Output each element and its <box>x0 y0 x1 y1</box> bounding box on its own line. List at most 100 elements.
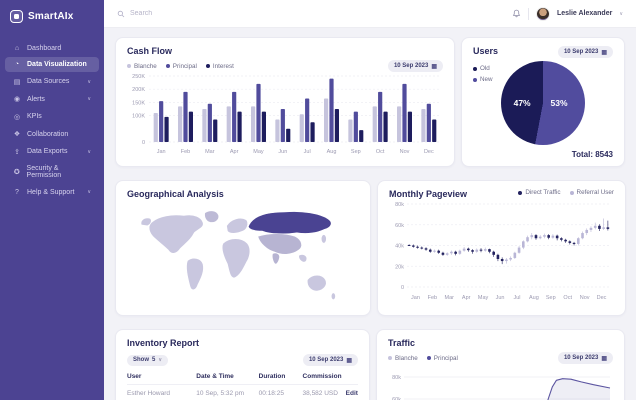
candle-body <box>416 246 419 248</box>
axis-tick: Sep <box>546 295 556 301</box>
cell-datetime: 10 Sep, 5:32 pm <box>196 390 244 397</box>
chevron-down-icon: ∨ <box>87 148 91 155</box>
bar-interest-may <box>261 111 266 142</box>
axis-tick: Sep <box>351 149 361 155</box>
axis-tick: Apr <box>462 295 471 301</box>
map-africa <box>221 238 251 279</box>
legend-dot <box>165 64 170 68</box>
search-box[interactable] <box>117 10 512 18</box>
map-south-america <box>186 257 204 291</box>
inventory-date-picker[interactable]: 10 Sep 2023 ▦ <box>302 354 358 366</box>
map-europe <box>226 217 249 234</box>
sidebar-item-label: Dashboard <box>27 44 62 52</box>
cash-flow-date: 10 Sep 2023 <box>393 63 429 69</box>
topbar: Leslie Alexander ∨ <box>104 0 636 28</box>
candle-body <box>581 233 584 239</box>
candle-body <box>572 242 576 244</box>
sidebar-item-security-permission[interactable]: ✪ Security & Permission <box>5 161 99 183</box>
show-chevron-icon: ∨ <box>158 357 163 363</box>
kpis-icon: ◎ <box>13 113 21 121</box>
candle-body <box>407 244 411 246</box>
show-value: 5 <box>152 357 156 363</box>
axis-tick: 0 <box>401 285 404 291</box>
axis-tick: Jan <box>411 295 420 301</box>
bar-interest-apr <box>237 111 242 142</box>
candle-body <box>433 250 436 252</box>
sidebar-item-label: KPIs <box>27 113 42 120</box>
candle-body <box>441 252 445 255</box>
axis-tick: Feb <box>428 295 437 301</box>
map-japan <box>320 234 327 244</box>
app-logo: SmartAIx <box>0 10 104 23</box>
candle-body <box>462 248 466 251</box>
sidebar-item-data-sources[interactable]: ▤ Data Sources ∨ <box>5 74 99 90</box>
show-rows-select[interactable]: Show 5 ∨ <box>127 354 169 366</box>
inventory-title: Inventory Report <box>127 338 200 348</box>
sidebar-item-data-visualization[interactable]: ◔ Data Visualization <box>5 57 99 72</box>
users-date-picker[interactable]: 10 Sep 2023 ▦ <box>557 46 613 58</box>
edit-link[interactable]: Edit <box>345 390 358 397</box>
legend-item-blanche: Blanche <box>388 355 418 362</box>
sidebar-item-data-exports[interactable]: ⇪ Data Exports ∨ <box>5 144 99 160</box>
map-india <box>271 252 280 265</box>
legend-dot <box>205 64 210 68</box>
map-central-asia <box>257 233 302 255</box>
legend-label: Principal <box>172 62 197 70</box>
candle-body <box>551 235 555 238</box>
cash-flow-legend: Blanche Principal Interest <box>127 63 234 70</box>
axis-tick: Dec <box>424 149 434 155</box>
bar-interest-jan <box>164 116 169 142</box>
sidebar-item-collaboration[interactable]: ❖ Collaboration <box>5 126 99 142</box>
cash-flow-date-picker[interactable]: 10 Sep 2023 ▦ <box>387 60 443 72</box>
data-sources-icon: ▤ <box>13 78 21 86</box>
bar-principal-may <box>256 83 261 142</box>
bar-principal-aug <box>329 78 334 142</box>
sidebar-item-dashboard[interactable]: ⌂ Dashboard <box>5 41 99 56</box>
candle-body <box>445 253 449 255</box>
candle-body <box>534 235 538 239</box>
user-name[interactable]: Leslie Alexander <box>556 10 613 17</box>
sidebar-item-alerts[interactable]: ◉ Alerts ∨ <box>5 91 99 107</box>
axis-tick: 80k <box>395 202 404 208</box>
pie-slice-new-label: 53% <box>550 98 568 108</box>
notification-bell-icon[interactable] <box>512 9 521 18</box>
traffic-title: Traffic <box>388 338 416 348</box>
bar-interest-jul <box>310 122 315 142</box>
bar-blanche-apr <box>226 106 231 142</box>
candle-body <box>500 258 504 262</box>
user-menu-chevron-icon[interactable]: ∨ <box>619 10 623 17</box>
sidebar-item-kpis[interactable]: ◎ KPIs <box>5 109 99 125</box>
card-geographical-analysis: Geographical Analysis <box>115 180 371 316</box>
sidebar-item-label: Alerts <box>27 95 45 103</box>
legend-dot <box>569 190 574 195</box>
inventory-table: User Date & Time Duration Commission Esther … <box>127 370 358 400</box>
legend-label: Direct Traffic <box>525 189 561 196</box>
candle-body <box>606 227 610 229</box>
traffic-date-picker[interactable]: 10 Sep 2023 ▦ <box>557 352 613 364</box>
search-input[interactable] <box>130 10 250 17</box>
bar-blanche-jul <box>299 114 304 142</box>
axis-tick: 40k <box>395 244 404 250</box>
legend-label: Referral User <box>576 189 614 196</box>
legend-item-new: New <box>473 76 493 83</box>
axis-tick: Aug <box>529 295 539 301</box>
user-avatar[interactable] <box>535 6 550 21</box>
search-icon <box>117 10 125 17</box>
dashboard-content: Cash Flow Blanche Principal Interest 10 Se… <box>104 28 636 400</box>
axis-tick: 80k <box>392 375 401 381</box>
map-alaska <box>140 217 152 227</box>
axis-tick: May <box>253 149 264 155</box>
sidebar-item-help-support[interactable]: ? Help & Support ∨ <box>5 185 99 200</box>
axis-tick: Nov <box>400 149 410 155</box>
table-header: User Date & Time Duration Commission <box>127 370 358 385</box>
pageview-chart: 80k 60k 40k 20k 0 Jan Feb Mar Apr May Jun Jul Aug Sep… <box>395 202 610 301</box>
map-australia <box>306 274 327 292</box>
legend-item-referral-user: Referral User <box>569 189 614 196</box>
legend-label: Principal <box>433 354 458 362</box>
security-icon: ✪ <box>13 169 20 176</box>
legend-label: Interest <box>212 62 234 70</box>
sidebar: SmartAIx ⌂ Dashboard ◔ Data Visualization ▤ D… <box>0 0 104 400</box>
candle-body <box>412 245 415 247</box>
candle-body <box>522 241 525 248</box>
cell-user: Esther Howard <box>127 390 170 397</box>
